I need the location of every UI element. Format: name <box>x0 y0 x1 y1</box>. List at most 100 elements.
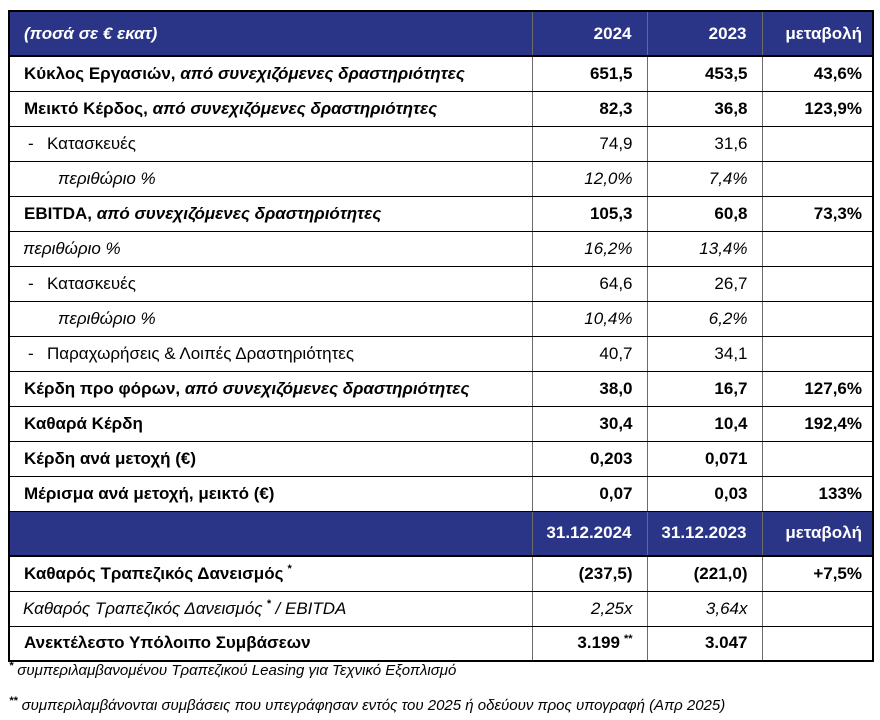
value-change <box>761 230 873 267</box>
dash-marker: - <box>28 133 34 153</box>
footnote-marker: * <box>9 660 14 672</box>
row-gross-profit: Μεικτό Κέρδος, από συνεχιζόμενες δραστηρ… <box>9 90 873 127</box>
row-label: περιθώριο % <box>9 300 532 337</box>
value-2023: 31,6 <box>646 125 762 162</box>
value-change <box>761 125 873 162</box>
value-2023: 0,03 <box>646 475 762 512</box>
row-label: Ανεκτέλεστο Υπόλοιπο Συμβάσεων <box>9 625 532 662</box>
value-change <box>761 335 873 372</box>
row-revenue: Κύκλος Εργασιών, από συνεχιζόμενες δραστ… <box>9 55 873 92</box>
value-2024: 2,25x <box>531 590 647 627</box>
column-header-2023: 2023 <box>646 10 762 57</box>
row-gross-margin: περιθώριο % 12,0% 7,4% <box>9 160 873 197</box>
header-row-income: (ποσά σε € εκατ) 2024 2023 μεταβολή <box>9 10 873 57</box>
value-change: 192,4% <box>761 405 873 442</box>
value-change: 73,3% <box>761 195 873 232</box>
row-label: Καθαρά Κέρδη <box>9 405 532 442</box>
value-2024: 38,0 <box>531 370 647 407</box>
footnote-1: * συμπεριλαμβανομένου Τραπεζικού Leasing … <box>9 660 457 680</box>
value-change <box>761 440 873 477</box>
row-label: Κύκλος Εργασιών, από συνεχιζόμενες δραστ… <box>9 55 532 92</box>
row-eps: Κέρδη ανά μετοχή (€) 0,203 0,071 <box>9 440 873 477</box>
value-2023: 34,1 <box>646 335 762 372</box>
value-2024: 651,5 <box>531 55 647 92</box>
row-label: Καθαρός Τραπεζικός Δανεισμός * / EBITDA <box>9 590 532 627</box>
row-label: Μεικτό Κέρδος, από συνεχιζόμενες δραστηρ… <box>9 90 532 127</box>
row-label: Μέρισμα ανά μετοχή, μεικτό (€) <box>9 475 532 512</box>
row-label: Καθαρός Τραπεζικός Δανεισμός * <box>9 555 532 592</box>
value-change <box>761 265 873 302</box>
value-change <box>761 625 873 662</box>
dash-marker: - <box>28 273 34 293</box>
header-row-balance: 31.12.2024 31.12.2023 μεταβολή <box>9 510 873 557</box>
row-net-profit: Καθαρά Κέρδη 30,4 10,4 192,4% <box>9 405 873 442</box>
value-2024: 16,2% <box>531 230 647 267</box>
value-change: +7,5% <box>761 555 873 592</box>
footnote-marker: ** <box>9 695 18 707</box>
value-2024: 10,4% <box>531 300 647 337</box>
row-label: Κέρδη προ φόρων, από συνεχιζόμενες δραστ… <box>9 370 532 407</box>
value-2024: 30,4 <box>531 405 647 442</box>
row-ebitda: EBITDA, από συνεχιζόμενες δραστηριότητες… <box>9 195 873 232</box>
value-2023: 60,8 <box>646 195 762 232</box>
value-2023: 3.047 <box>646 625 762 662</box>
value-2023: 3,64x <box>646 590 762 627</box>
row-label: περιθώριο % <box>9 160 532 197</box>
value-2024: 0,203 <box>531 440 647 477</box>
financial-results-table: (ποσά σε € εκατ) 2024 2023 μεταβολή Κύκλ… <box>8 10 874 662</box>
value-2024: 82,3 <box>531 90 647 127</box>
row-backlog: Ανεκτέλεστο Υπόλοιπο Συμβάσεων 3.199 ** 3… <box>9 625 873 662</box>
column-header-change-2: μεταβολή <box>761 510 873 557</box>
value-change: 43,6% <box>761 55 873 92</box>
units-label: (ποσά σε € εκατ) <box>9 10 532 57</box>
value-2024: 12,0% <box>531 160 647 197</box>
value-2023: 0,071 <box>646 440 762 477</box>
value-2023: 16,7 <box>646 370 762 407</box>
value-2024: (237,5) <box>531 555 647 592</box>
value-2023: 13,4% <box>646 230 762 267</box>
column-header-31-12-2024: 31.12.2024 <box>531 510 647 557</box>
value-2024: 40,7 <box>531 335 647 372</box>
value-2024: 64,6 <box>531 265 647 302</box>
value-change <box>761 300 873 337</box>
value-2023: 36,8 <box>646 90 762 127</box>
value-change: 133% <box>761 475 873 512</box>
footnote-ref: * <box>266 597 271 610</box>
value-2023: 10,4 <box>646 405 762 442</box>
row-construction-ebitda: - Κατασκευές 64,6 26,7 <box>9 265 873 302</box>
footnotes: * συμπεριλαμβανομένου Τραπεζικού Leasing … <box>9 661 869 716</box>
value-2023: 453,5 <box>646 55 762 92</box>
row-label: EBITDA, από συνεχιζόμενες δραστηριότητες <box>9 195 532 232</box>
value-2023: 7,4% <box>646 160 762 197</box>
value-change <box>761 590 873 627</box>
row-ebitda-margin: περιθώριο % 16,2% 13,4% <box>9 230 873 267</box>
row-construction-gross: - Κατασκευές 74,9 31,6 <box>9 125 873 162</box>
value-change: 127,6% <box>761 370 873 407</box>
value-2023: (221,0) <box>646 555 762 592</box>
balance-header-empty <box>9 510 532 557</box>
dash-marker: - <box>28 343 34 363</box>
row-net-debt: Καθαρός Τραπεζικός Δανεισμός * (237,5) (2… <box>9 555 873 592</box>
column-header-31-12-2023: 31.12.2023 <box>646 510 762 557</box>
value-2024: 0,07 <box>531 475 647 512</box>
footnote-ref: ** <box>623 632 633 645</box>
row-concessions: - Παραχωρήσεις & Λοιπές Δραστηριότητες 40… <box>9 335 873 372</box>
value-change: 123,9% <box>761 90 873 127</box>
row-label: περιθώριο % <box>9 230 532 267</box>
row-net-debt-ebitda: Καθαρός Τραπεζικός Δανεισμός * / EBITDA 2… <box>9 590 873 627</box>
row-construction-ebitda-margin: περιθώριο % 10,4% 6,2% <box>9 300 873 337</box>
footnote-ref: * <box>287 563 292 576</box>
row-pretax-profit: Κέρδη προ φόρων, από συνεχιζόμενες δραστ… <box>9 370 873 407</box>
value-change <box>761 160 873 197</box>
row-label: - Κατασκευές <box>9 125 532 162</box>
row-label: - Παραχωρήσεις & Λοιπές Δραστηριότητες <box>9 335 532 372</box>
value-2024: 74,9 <box>531 125 647 162</box>
value-2024: 105,3 <box>531 195 647 232</box>
value-2024: 3.199 ** <box>531 625 647 662</box>
column-header-change: μεταβολή <box>761 10 873 57</box>
column-header-2024: 2024 <box>531 10 647 57</box>
value-2023: 26,7 <box>646 265 762 302</box>
value-2023: 6,2% <box>646 300 762 337</box>
row-label: Κέρδη ανά μετοχή (€) <box>9 440 532 477</box>
